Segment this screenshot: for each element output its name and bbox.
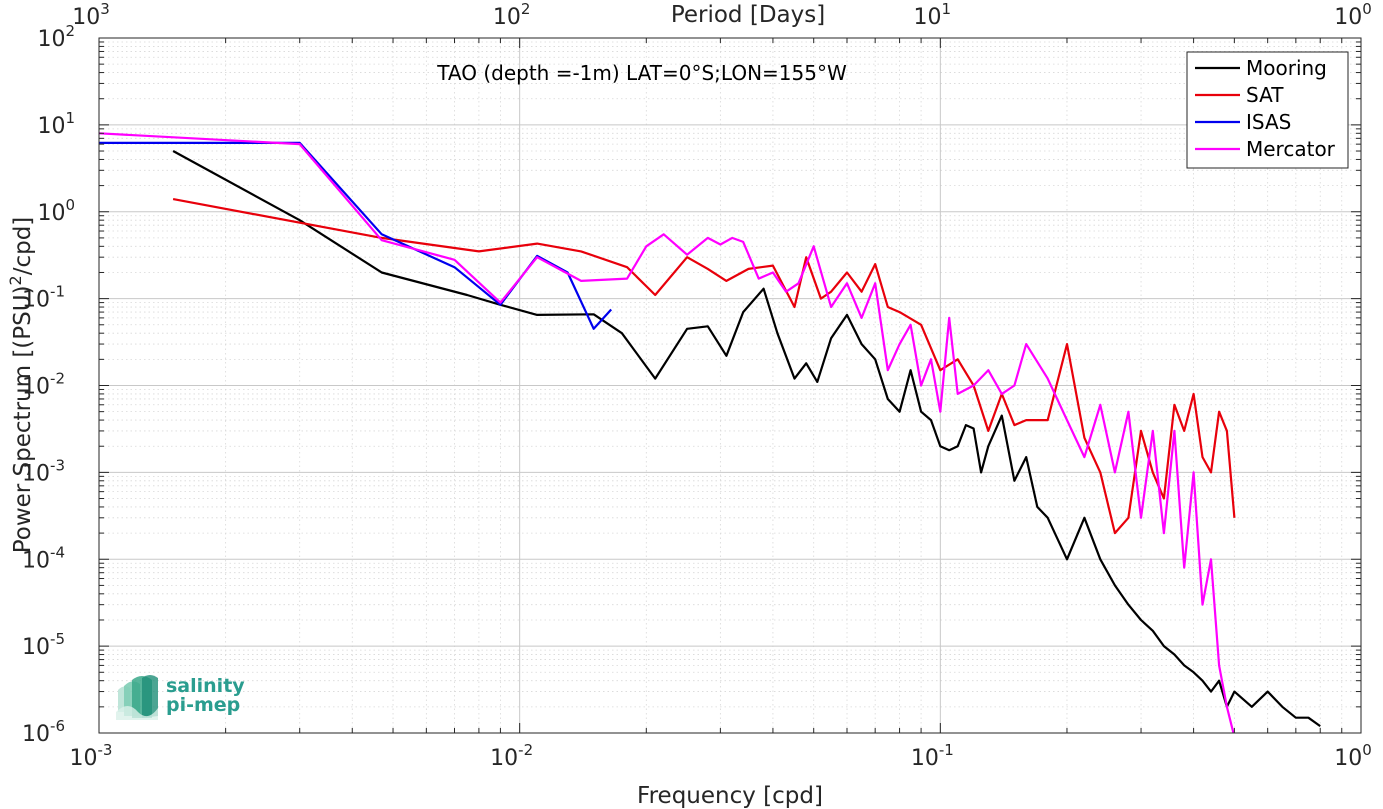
- legend-label-mercator: Mercator: [1246, 137, 1336, 161]
- y-tick-label: 10-5: [22, 630, 65, 660]
- x-tick-label: 10-3: [70, 741, 113, 771]
- x2-tick-label: 101: [914, 0, 952, 30]
- series-layer: [99, 132, 1321, 733]
- legend-label-sat: SAT: [1246, 83, 1284, 107]
- y-tick-label: 10-4: [22, 543, 65, 573]
- y-tick-label: 10-2: [22, 370, 65, 400]
- x2-axis-title: Period [Days]: [671, 2, 825, 28]
- y-tick-label: 10-6: [22, 717, 65, 747]
- x-axis-title: Frequency [cpd]: [637, 783, 823, 809]
- series-line-sat: [172, 198, 1236, 535]
- y-tick-label: 101: [37, 109, 75, 139]
- y-tick-label: 102: [37, 22, 75, 52]
- x-tick-label: 10-2: [490, 741, 533, 771]
- y-tick-label: 100: [37, 196, 75, 226]
- series-line-mooring: [172, 150, 1321, 727]
- x2-tick-label: 102: [493, 0, 531, 30]
- logo-text-line2: pi-mep: [166, 694, 240, 716]
- x2-tick-label: 103: [72, 0, 110, 30]
- salinity-pimep-logo: salinity pi-mep: [116, 675, 245, 720]
- logo-mark-icon: [116, 675, 158, 720]
- x-tick-label: 10-1: [911, 741, 954, 771]
- y-tick-label: 10-1: [22, 283, 65, 313]
- y-tick-label: 10-3: [22, 456, 65, 486]
- logo-text-line1: salinity: [166, 675, 245, 697]
- legend: Mooring SAT ISAS Mercator: [1186, 51, 1349, 169]
- tick-marks: [98, 37, 1362, 734]
- series-line-isas: [99, 141, 613, 330]
- x2-tick-label: 100: [1334, 0, 1372, 30]
- chart-annotation: TAO (depth =-1m) LAT=0°S;LON=155°W: [436, 61, 847, 85]
- legend-label-mooring: Mooring: [1246, 56, 1327, 80]
- series-line-mercator: [99, 132, 1235, 733]
- legend-label-isas: ISAS: [1246, 110, 1291, 134]
- x-tick-label: 100: [1334, 741, 1372, 771]
- y-axis-title: Power Spectrum [(PSU)2/cpd]: [6, 217, 36, 554]
